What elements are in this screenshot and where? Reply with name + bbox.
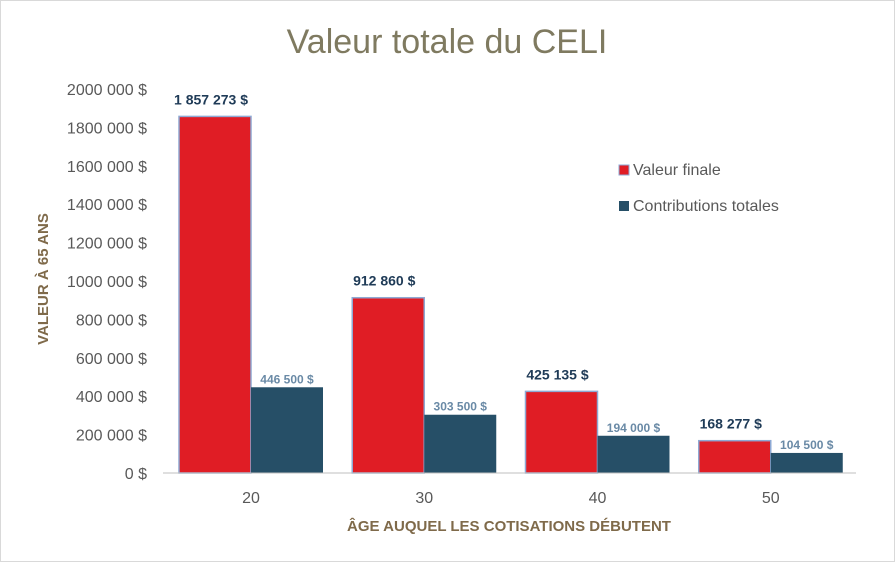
y-tick-label: 1000 000 $ [67, 274, 147, 291]
data-labels: 1 857 273 $ 446 500 $ 912 860 $ 303 500 $ 42… [174, 91, 834, 452]
x-axis-title: ÂGE AUQUEL LES COTISATIONS DÉBUTENT [347, 517, 671, 535]
bar-contributions-totales [424, 414, 497, 473]
data-label-valeur-finale: 1 857 273 $ [174, 91, 248, 107]
y-tick-label: 1400 000 $ [67, 197, 147, 214]
y-tick-label: 800 000 $ [76, 312, 147, 329]
data-label-valeur-finale: 425 135 $ [526, 366, 588, 382]
bar-valeur-finale [351, 296, 425, 474]
data-label-valeur-finale: 912 860 $ [353, 273, 415, 289]
data-label-contributions-totales: 104 500 $ [780, 438, 834, 452]
bar-contributions-totales [770, 452, 843, 473]
bars [178, 115, 843, 474]
y-tick-label: 1200 000 $ [67, 236, 147, 253]
x-tick-label: 30 [415, 490, 433, 507]
bar-contributions-totales [597, 435, 670, 473]
x-tick-label: 40 [589, 490, 607, 507]
legend-swatch-valeur-finale [618, 164, 630, 176]
y-axis-title: VALEUR À 65 ANS [35, 213, 52, 345]
legend: Valeur finale Contributions totales [618, 162, 779, 215]
y-tick-label: 200 000 $ [76, 428, 147, 445]
legend-swatch-contributions-totales [619, 201, 629, 211]
data-label-contributions-totales: 446 500 $ [260, 372, 314, 386]
bar-valeur-finale [524, 390, 599, 474]
data-label-valeur-finale: 168 277 $ [700, 416, 762, 432]
y-tick-label: 600 000 $ [76, 351, 147, 368]
y-tick-label: 1800 000 $ [67, 120, 147, 137]
x-axis-ticks: 20 30 40 50 [242, 490, 780, 507]
y-tick-label: 400 000 $ [76, 389, 147, 406]
y-tick-label: 2000 000 $ [67, 82, 147, 99]
bar-contributions-totales [251, 387, 323, 473]
legend-label-valeur-finale: Valeur finale [633, 162, 721, 179]
y-tick-label: 0 $ [125, 466, 147, 483]
legend-label-contributions-totales: Contributions totales [633, 198, 779, 215]
x-tick-label: 20 [242, 490, 260, 507]
x-tick-label: 50 [762, 490, 780, 507]
y-axis-ticks: 0 $ 200 000 $ 400 000 $ 600 000 $ 800 000 $ 1… [67, 82, 147, 483]
y-tick-label: 1600 000 $ [67, 159, 147, 176]
bar-valeur-finale [698, 439, 772, 474]
chart-title: Valeur totale du CELI [287, 23, 608, 61]
bar-valeur-finale [178, 115, 252, 474]
data-label-contributions-totales: 303 500 $ [434, 400, 488, 414]
data-label-contributions-totales: 194 000 $ [607, 421, 661, 435]
